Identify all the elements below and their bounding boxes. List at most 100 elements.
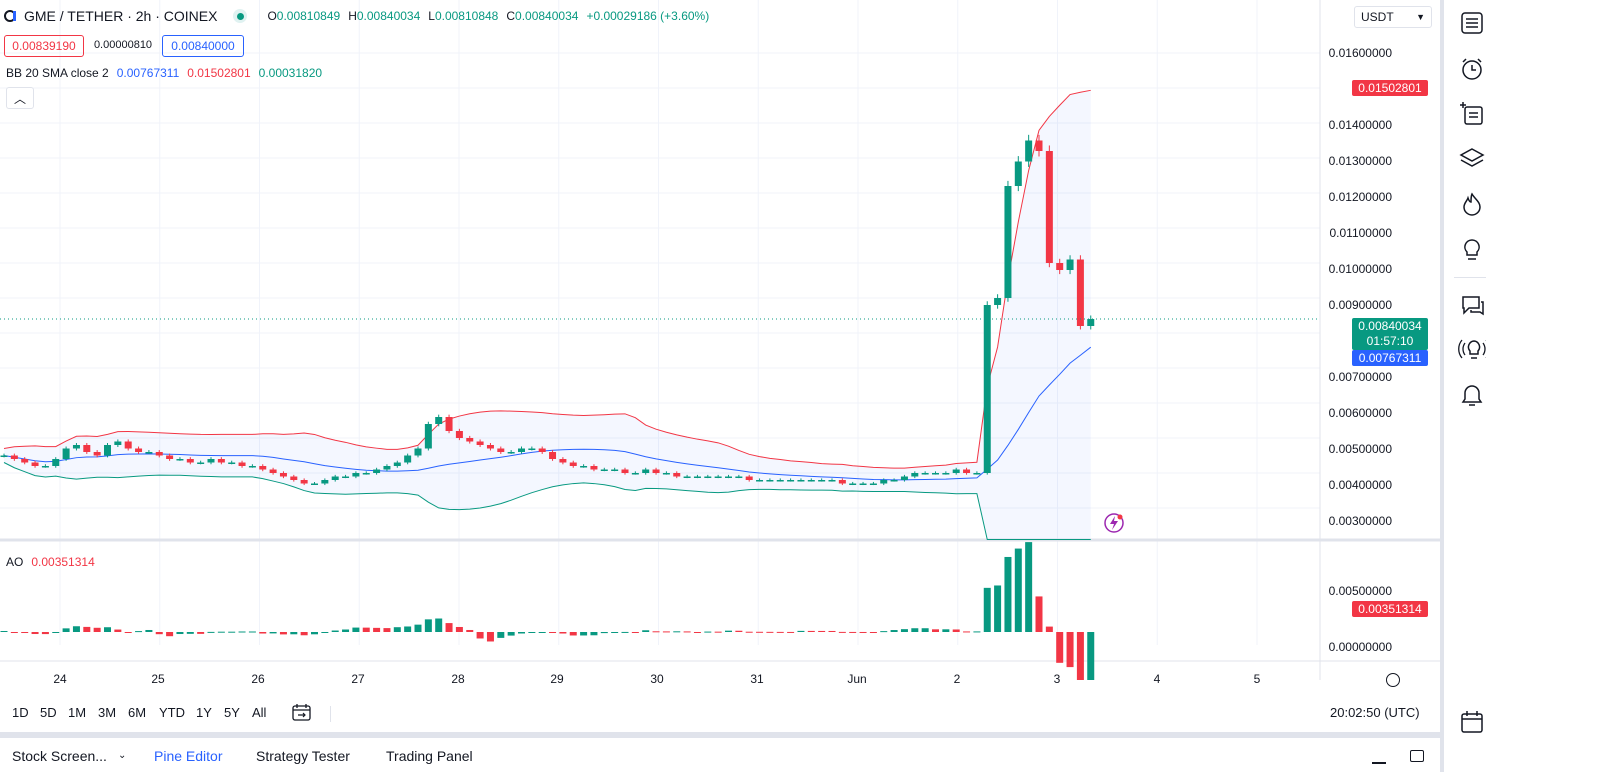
ao-bar	[445, 623, 453, 632]
streams-icon[interactable]	[1458, 336, 1486, 364]
candle-body	[383, 466, 391, 470]
calendar-icon[interactable]	[1458, 708, 1486, 736]
time-axis-label: 30	[650, 672, 664, 686]
ao-bar	[549, 632, 557, 633]
candle-body	[590, 466, 598, 470]
ao-bar	[828, 630, 836, 632]
tab-strategy-tester[interactable]: Strategy Tester	[256, 748, 350, 764]
range-all-button[interactable]: All	[252, 705, 267, 720]
add-list-icon[interactable]	[1458, 100, 1486, 128]
tab-stock-screener[interactable]: Stock Screen...	[12, 748, 107, 764]
candle-body	[62, 448, 70, 459]
ao-bar	[869, 632, 877, 633]
candle-body	[880, 480, 888, 484]
last-price-tag: 0.00840034 01:57:10	[1352, 318, 1428, 350]
price-axis-label: 0.00900000	[1328, 298, 1392, 312]
range-1y-button[interactable]: 1Y	[196, 705, 212, 720]
chat-icon[interactable]	[1458, 292, 1486, 320]
price-axis-label: 0.01000000	[1328, 262, 1392, 276]
candle-body	[124, 441, 132, 449]
ao-bar	[952, 629, 960, 632]
low-value: 0.00810848	[434, 9, 499, 23]
ao-bar	[176, 632, 184, 635]
last-price-value: 0.00840034	[1358, 319, 1422, 333]
ao-legend[interactable]: AO 0.00351314	[6, 555, 95, 569]
hotlist-fire-icon[interactable]	[1458, 190, 1486, 218]
candle-body	[662, 473, 670, 475]
notifications-bell-icon[interactable]	[1458, 382, 1486, 410]
range-1m-button[interactable]: 1M	[68, 705, 87, 720]
candle-body	[414, 448, 422, 456]
range-6m-button[interactable]: 6M	[128, 705, 147, 720]
candle-body	[476, 441, 484, 445]
candle-body	[942, 473, 950, 475]
ao-bar	[186, 632, 194, 634]
candle-body	[838, 480, 846, 484]
range-ytd-button[interactable]: YTD	[159, 705, 185, 720]
ao-bar	[528, 632, 536, 633]
range-5y-button[interactable]: 5Y	[224, 705, 240, 720]
ao-bar	[104, 627, 111, 632]
ao-bar	[352, 627, 360, 632]
time-axis-label: 27	[351, 672, 365, 686]
ao-bar	[424, 619, 432, 632]
ao-bar	[497, 632, 505, 638]
range-3m-button[interactable]: 3M	[98, 705, 117, 720]
ao-bar	[818, 630, 826, 632]
time-axis-label: Jun	[847, 672, 867, 686]
chevron-down-icon: ▼	[1416, 12, 1425, 22]
ao-bar	[538, 632, 546, 633]
ao-bar	[373, 627, 381, 632]
chevron-down-icon[interactable]: ⌄	[118, 750, 127, 761]
price-axis-label: 0.00300000	[1328, 514, 1392, 528]
bb-legend[interactable]: BB 20 SMA close 2 0.00767311 0.01502801 …	[6, 66, 322, 80]
ao-bar	[911, 628, 919, 632]
bb-upper-line	[3, 89, 1091, 469]
ao-axis-label: 0.00500000	[1328, 584, 1392, 598]
ao-bar	[673, 631, 681, 633]
candle-body	[507, 452, 515, 454]
bb-basis-line	[3, 346, 1092, 481]
alarm-clock-icon[interactable]	[1458, 55, 1486, 83]
symbol-title[interactable]: GME / TETHER · 2h · COINEX	[24, 8, 218, 24]
bb-lower-value: 0.00031820	[258, 66, 323, 80]
chart-canvas[interactable]	[0, 0, 1440, 680]
candle-body	[155, 452, 163, 456]
ao-bar	[466, 629, 474, 632]
range-5d-button[interactable]: 5D	[40, 705, 57, 720]
ao-bar	[197, 632, 205, 634]
goto-date-icon[interactable]	[292, 703, 312, 721]
candle-body	[569, 462, 577, 466]
open-label: O	[267, 9, 277, 23]
tab-pine-editor[interactable]: Pine Editor	[154, 748, 223, 764]
ao-bar	[1045, 626, 1053, 632]
ao-bar	[166, 632, 174, 637]
ao-bar	[93, 627, 101, 632]
sell-price-button[interactable]: 0.00839190	[4, 35, 84, 57]
ao-bar	[62, 628, 70, 632]
realtime-lightning-icon	[1110, 516, 1118, 530]
ao-label: AO	[6, 555, 24, 569]
candle-body	[549, 452, 557, 459]
currency-select[interactable]: USDT ▼	[1354, 6, 1432, 28]
watchlist-icon[interactable]	[1458, 9, 1486, 37]
candle-body	[518, 448, 525, 452]
range-1d-button[interactable]: 1D	[12, 705, 29, 720]
candle-body	[1087, 319, 1095, 326]
ao-bar	[155, 632, 163, 635]
buy-price-button[interactable]: 0.00840000	[162, 35, 244, 57]
collapse-legend-button[interactable]: ︿	[6, 87, 34, 109]
utc-clock[interactable]: 20:02:50 (UTC)	[1330, 705, 1420, 720]
layers-icon[interactable]	[1458, 144, 1486, 172]
time-axis-settings-icon[interactable]	[1386, 673, 1400, 687]
candle-body	[1066, 259, 1074, 270]
candle-body	[1076, 259, 1084, 326]
maximize-panel-icon[interactable]	[1410, 750, 1424, 762]
candle-body	[900, 476, 908, 480]
ao-bar	[1087, 632, 1095, 680]
candle-body	[1025, 140, 1033, 162]
minimize-panel-icon[interactable]	[1372, 762, 1386, 764]
tab-trading-panel[interactable]: Trading Panel	[386, 748, 473, 764]
candle-body	[559, 459, 567, 463]
ideas-lightbulb-icon[interactable]	[1458, 236, 1486, 264]
